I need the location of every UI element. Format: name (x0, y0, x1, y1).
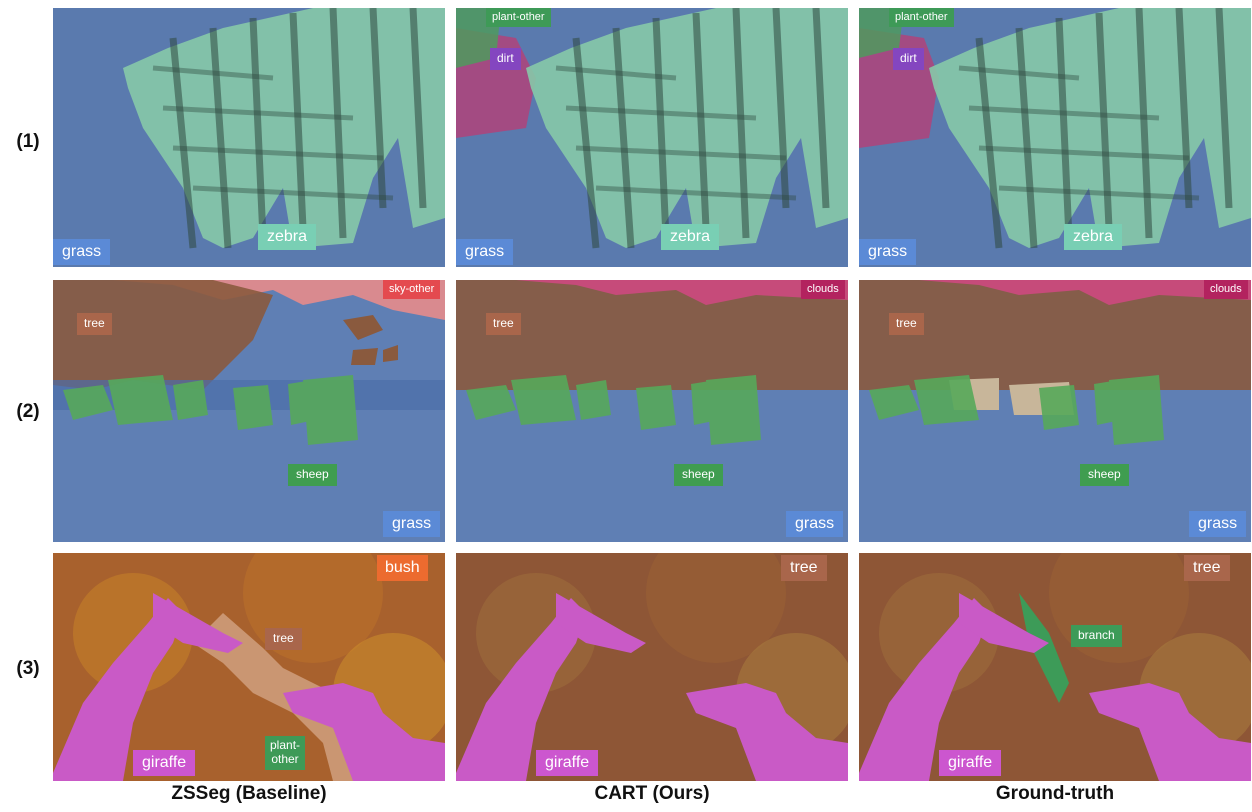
label-zebra: zebra (258, 224, 317, 251)
zebra-segmentation-image (53, 8, 445, 267)
zebra-zsseg-panel: grass zebra (53, 8, 445, 267)
zebra-cart-panel: plant-other dirt grass zebra (456, 8, 848, 267)
label-sheep: sheep (674, 464, 723, 486)
caption-zsseg: ZSSeg (Baseline) (171, 783, 327, 804)
sheep-segmentation-image (53, 280, 445, 542)
giraffe-gt-panel: tree branch giraffe (859, 553, 1251, 781)
label-dirt: dirt (893, 48, 924, 70)
label-tree: tree (781, 555, 827, 582)
label-plant-other: plant-other (486, 8, 551, 27)
label-bush: bush (377, 555, 428, 582)
label-grass: grass (1189, 511, 1247, 538)
giraffe-segmentation-image (456, 553, 848, 781)
label-grass: grass (456, 239, 514, 266)
label-grass: grass (53, 239, 111, 266)
caption-ground-truth: Ground-truth (995, 783, 1115, 804)
label-zebra: zebra (661, 224, 720, 251)
giraffe-segmentation-image (53, 553, 445, 781)
label-grass: grass (786, 511, 844, 538)
label-tree: tree (265, 628, 302, 650)
zebra-segmentation-image (859, 8, 1251, 267)
zebra-segmentation-image (456, 8, 848, 267)
sheep-cart-panel: clouds tree sheep grass (456, 280, 848, 542)
row-label-2: (2) (16, 401, 40, 422)
label-giraffe: giraffe (536, 750, 599, 777)
giraffe-zsseg-panel: bush tree plant- other giraffe (53, 553, 445, 781)
giraffe-segmentation-image (859, 553, 1251, 781)
label-grass: grass (383, 511, 441, 538)
label-clouds: clouds (801, 280, 845, 299)
label-clouds: clouds (1204, 280, 1248, 299)
sheep-zsseg-panel: sky-other tree sheep grass (53, 280, 445, 542)
label-tree: tree (1184, 555, 1230, 582)
label-tree: tree (889, 313, 924, 335)
label-plant-other: plant-other (889, 8, 954, 27)
zebra-gt-panel: plant-other dirt grass zebra (859, 8, 1251, 267)
giraffe-cart-panel: tree giraffe (456, 553, 848, 781)
row-label-3: (3) (16, 658, 40, 679)
label-grass: grass (859, 239, 917, 266)
label-branch: branch (1071, 625, 1122, 647)
label-zebra: zebra (1064, 224, 1123, 251)
label-giraffe: giraffe (939, 750, 1002, 777)
label-sheep: sheep (1080, 464, 1129, 486)
label-giraffe: giraffe (133, 750, 196, 777)
label-sheep: sheep (288, 464, 337, 486)
label-plant-other: plant- other (265, 736, 306, 770)
label-tree: tree (486, 313, 521, 335)
sheep-gt-panel: clouds tree sheep grass (859, 280, 1251, 542)
caption-cart: CART (Ours) (594, 783, 710, 804)
sheep-segmentation-image (456, 280, 848, 542)
row-label-1: (1) (16, 131, 40, 152)
label-tree: tree (77, 313, 112, 335)
label-sky-other: sky-other (383, 280, 441, 299)
label-dirt: dirt (490, 48, 521, 70)
sheep-segmentation-image (859, 280, 1251, 542)
